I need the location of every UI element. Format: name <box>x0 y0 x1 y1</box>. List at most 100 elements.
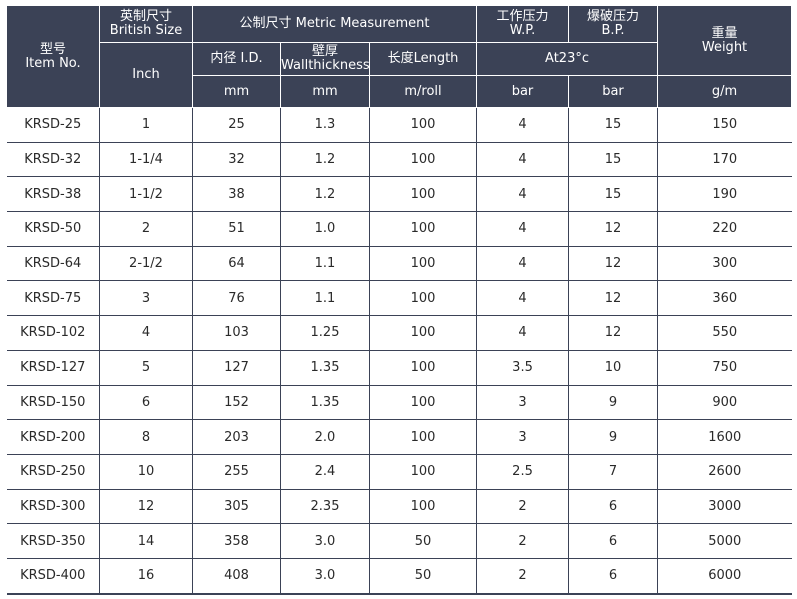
cell-burst-pressure: 9 <box>568 385 658 421</box>
cell-weight: 220 <box>657 211 792 247</box>
cell-inner-diameter: 32 <box>192 142 281 178</box>
cell-burst-pressure: 6 <box>568 489 658 525</box>
cell-working-pressure: 3.5 <box>476 350 569 386</box>
cell-inch: 2-1/2 <box>99 246 193 282</box>
cell-wall-thickness: 2.4 <box>280 454 370 490</box>
header-item-no-en: Item No. <box>25 55 81 71</box>
cell-wall-thickness: 2.35 <box>280 489 370 525</box>
cell-wall-thickness: 1.35 <box>280 385 370 421</box>
cell-inch: 12 <box>99 489 193 525</box>
cell-wall-thickness: 1.25 <box>280 315 370 351</box>
unit-weight: g/m <box>657 75 793 108</box>
cell-working-pressure: 4 <box>476 280 569 317</box>
cell-working-pressure: 4 <box>476 142 569 178</box>
cell-burst-pressure: 12 <box>568 211 658 247</box>
cell-burst-pressure: 12 <box>568 315 658 351</box>
cell-weight: 5000 <box>657 523 792 559</box>
cell-item-no: KRSD-50 <box>6 211 100 247</box>
cell-length: 100 <box>368 350 477 386</box>
table-row: KRSD-250 10 255 2.4 100 2.5 7 2600 <box>6 454 792 490</box>
cell-wall-thickness: 1.2 <box>280 176 370 213</box>
header-bp-en: B.P. <box>601 23 625 38</box>
unit-inner-diameter: mm <box>192 75 281 108</box>
cell-wall-thickness: 1.1 <box>280 246 370 282</box>
cell-item-no: KRSD-38 <box>6 176 100 213</box>
cell-working-pressure: 3 <box>476 385 569 421</box>
table-row: KRSD-75 3 76 1.1 100 4 12 360 <box>6 280 792 317</box>
header-wall-cn: 壁厚 <box>311 44 338 59</box>
cell-wall-thickness: 2.0 <box>280 419 370 455</box>
cell-length: 100 <box>368 489 477 525</box>
cell-inner-diameter: 51 <box>192 211 281 247</box>
cell-weight: 2600 <box>657 454 792 490</box>
cell-length: 100 <box>368 246 477 282</box>
header-at-temperature: At23°c <box>476 42 659 76</box>
cell-inch: 1-1/4 <box>99 142 193 178</box>
cell-wall-thickness: 1.0 <box>280 211 370 247</box>
header-wp-cn: 工作压力 <box>496 9 549 24</box>
cell-inner-diameter: 103 <box>192 315 281 351</box>
header-wall-thickness: 壁厚 Wallthickness <box>280 42 370 76</box>
cell-wall-thickness: 1.2 <box>280 142 370 178</box>
cell-burst-pressure: 7 <box>568 454 658 490</box>
cell-inner-diameter: 305 <box>192 489 281 525</box>
unit-burst-pressure: bar <box>568 75 659 108</box>
header-inch: Inch <box>99 42 193 108</box>
cell-weight: 6000 <box>657 558 792 595</box>
cell-burst-pressure: 6 <box>568 558 658 595</box>
cell-length: 100 <box>368 211 477 247</box>
cell-weight: 750 <box>657 350 792 386</box>
header-weight: 重量 Weight <box>657 5 793 76</box>
cell-inner-diameter: 408 <box>192 558 281 595</box>
cell-inch: 16 <box>99 558 193 595</box>
cell-working-pressure: 2 <box>476 558 569 595</box>
header-item-no: 型号 Item No. <box>6 5 100 108</box>
table-row: KRSD-50 2 51 1.0 100 4 12 220 <box>6 211 792 247</box>
cell-inner-diameter: 152 <box>192 385 281 421</box>
cell-weight: 300 <box>657 246 792 282</box>
cell-weight: 170 <box>657 142 792 178</box>
cell-weight: 3000 <box>657 489 792 525</box>
cell-working-pressure: 2 <box>476 523 569 559</box>
cell-length: 50 <box>368 558 477 595</box>
cell-inner-diameter: 76 <box>192 280 281 317</box>
header-british-size: 英制尺寸 British Size <box>99 5 193 43</box>
cell-item-no: KRSD-400 <box>6 558 100 595</box>
header-length: 长度Length <box>368 42 478 76</box>
unit-wall-thickness: mm <box>280 75 370 108</box>
cell-inner-diameter: 64 <box>192 246 281 282</box>
table-row: KRSD-400 16 408 3.0 50 2 6 6000 <box>6 558 792 595</box>
cell-wall-thickness: 1.3 <box>280 107 370 143</box>
header-british-en: British Size <box>109 23 183 38</box>
cell-length: 100 <box>368 176 477 213</box>
table-row: KRSD-150 6 152 1.35 100 3 9 900 <box>6 385 792 421</box>
header-item-no-cn: 型号 <box>39 41 66 57</box>
cell-inch: 14 <box>99 523 193 559</box>
cell-inner-diameter: 38 <box>192 176 281 213</box>
cell-inch: 5 <box>99 350 193 386</box>
cell-length: 100 <box>368 385 477 421</box>
cell-inch: 1 <box>99 107 193 143</box>
header-wp-en: W.P. <box>509 23 536 38</box>
spec-table: 型号 Item No. 英制尺寸 British Size 公制尺寸 Metri… <box>6 5 793 595</box>
cell-wall-thickness: 1.35 <box>280 350 370 386</box>
cell-inch: 4 <box>99 315 193 351</box>
cell-burst-pressure: 10 <box>568 350 658 386</box>
cell-inch: 2 <box>99 211 193 247</box>
cell-weight: 900 <box>657 385 792 421</box>
cell-working-pressure: 4 <box>476 107 569 143</box>
cell-length: 100 <box>368 280 477 317</box>
cell-item-no: KRSD-25 <box>6 107 100 143</box>
cell-item-no: KRSD-32 <box>6 142 100 178</box>
cell-inner-diameter: 127 <box>192 350 281 386</box>
header-working-pressure: 工作压力 W.P. <box>476 5 570 43</box>
cell-inch: 1-1/2 <box>99 176 193 213</box>
table-row: KRSD-300 12 305 2.35 100 2 6 3000 <box>6 489 792 525</box>
cell-weight: 1600 <box>657 419 792 455</box>
table-row: KRSD-25 1 25 1.3 100 4 15 150 <box>6 107 792 143</box>
header-bp-cn: 爆破压力 <box>587 9 640 24</box>
cell-length: 100 <box>368 454 477 490</box>
cell-burst-pressure: 15 <box>568 176 658 213</box>
cell-item-no: KRSD-64 <box>6 246 100 282</box>
cell-inner-diameter: 255 <box>192 454 281 490</box>
